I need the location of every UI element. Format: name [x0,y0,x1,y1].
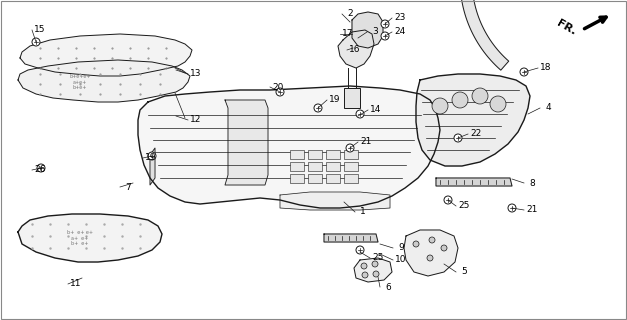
Circle shape [381,32,389,40]
Circle shape [381,20,389,28]
Circle shape [346,144,354,152]
Circle shape [356,246,364,254]
Text: 12: 12 [191,116,202,124]
Bar [290,174,304,183]
Polygon shape [404,230,458,276]
Text: FR.: FR. [556,19,578,37]
Bar [344,150,358,159]
Text: 7: 7 [125,182,131,191]
Polygon shape [416,74,530,166]
Circle shape [452,92,468,108]
Text: 24: 24 [394,28,406,36]
Text: 19: 19 [329,95,340,105]
Circle shape [520,68,528,76]
Circle shape [361,263,367,269]
Bar [290,162,304,171]
Polygon shape [150,148,155,185]
Text: 5: 5 [461,268,467,276]
Text: 9: 9 [398,244,404,252]
Bar [344,162,358,171]
Bar [290,150,304,159]
Polygon shape [436,178,512,186]
Text: 22: 22 [470,130,482,139]
Bar [326,150,340,159]
Text: 21: 21 [526,205,538,214]
Circle shape [37,164,45,172]
Circle shape [314,104,322,112]
Text: 6: 6 [385,283,391,292]
Text: 8: 8 [529,179,535,188]
Circle shape [432,98,448,114]
Text: b+e+e+
a+e+
b+e+: b+e+e+ a+e+ b+e+ [69,74,91,90]
Text: 14: 14 [371,106,382,115]
Polygon shape [18,60,190,102]
Text: 2: 2 [347,10,353,19]
Text: 16: 16 [349,45,361,54]
Bar [344,174,358,183]
Polygon shape [354,258,392,282]
Circle shape [276,88,284,96]
Bar [326,162,340,171]
Circle shape [490,96,506,112]
Text: 19: 19 [145,154,157,163]
Circle shape [373,271,379,277]
Text: b+  e+ e+
a+  e+
b+  e+: b+ e+ e+ a+ e+ b+ e+ [67,230,93,246]
Text: 3: 3 [372,28,378,36]
Text: 20: 20 [272,83,283,92]
Circle shape [508,204,516,212]
Polygon shape [280,192,390,210]
Text: 10: 10 [395,255,407,265]
Bar [308,150,322,159]
Polygon shape [20,34,192,76]
Circle shape [454,134,462,142]
Polygon shape [138,86,440,208]
Circle shape [427,255,433,261]
Text: 21: 21 [361,138,372,147]
Circle shape [444,196,452,204]
Circle shape [372,261,378,267]
Bar [308,162,322,171]
Circle shape [148,152,156,160]
Text: 25: 25 [372,253,384,262]
Text: 1: 1 [360,207,366,217]
Bar [326,174,340,183]
Circle shape [429,237,435,243]
Circle shape [362,272,368,278]
Circle shape [356,110,364,118]
Bar [308,174,322,183]
Polygon shape [338,30,374,68]
Text: 26: 26 [34,165,46,174]
Text: 4: 4 [545,103,551,113]
Circle shape [32,38,40,46]
Polygon shape [18,214,162,262]
Text: 11: 11 [70,279,82,289]
Text: 17: 17 [342,29,354,38]
Circle shape [472,88,488,104]
Text: 23: 23 [394,13,406,22]
Polygon shape [460,0,508,70]
Circle shape [441,245,447,251]
Text: 13: 13 [190,69,202,78]
Bar [344,88,360,108]
Text: 15: 15 [34,26,46,35]
Text: 18: 18 [540,63,552,73]
Polygon shape [324,234,378,242]
Polygon shape [225,100,268,185]
Text: 25: 25 [458,202,470,211]
Circle shape [413,241,419,247]
Polygon shape [352,12,383,48]
